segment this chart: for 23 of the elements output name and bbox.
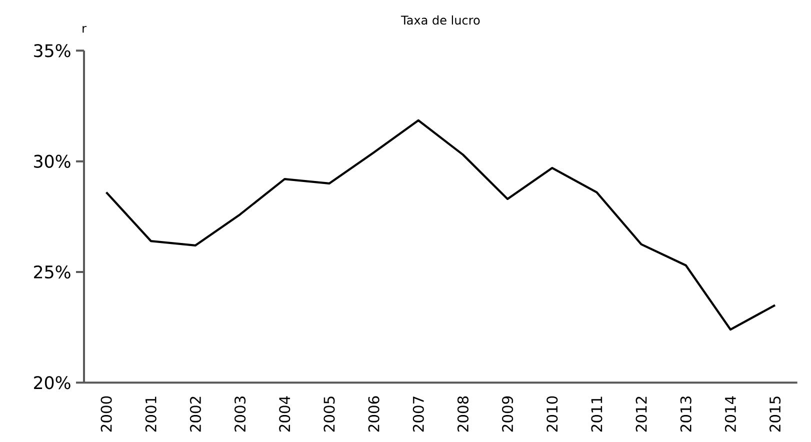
x-tick-label: 2006 bbox=[368, 396, 380, 432]
x-tick-label: 2010 bbox=[546, 396, 558, 432]
x-tick-label: 2007 bbox=[412, 396, 424, 432]
x-tick-label: 2011 bbox=[591, 396, 602, 432]
x-tick-label: 2013 bbox=[680, 396, 692, 432]
x-tick-label: 2008 bbox=[457, 396, 469, 432]
chart-title: Taxa de lucro bbox=[400, 15, 480, 25]
x-tick-label: 2009 bbox=[502, 396, 514, 432]
x-tick-label: 2005 bbox=[324, 396, 335, 432]
x-tick-label: 2001 bbox=[145, 396, 156, 432]
x-tick-label: 2003 bbox=[234, 396, 246, 432]
y-tick-label: 35% bbox=[34, 44, 70, 58]
x-tick-label: 2012 bbox=[636, 396, 647, 432]
y-tick-label: 30% bbox=[34, 154, 70, 168]
x-tick-label: 2002 bbox=[190, 396, 202, 432]
line-series bbox=[105, 119, 776, 331]
x-tick-label: 2000 bbox=[100, 396, 112, 432]
y-axis-title: r bbox=[82, 26, 86, 33]
x-tick-label: 2015 bbox=[770, 396, 781, 432]
x-tick-label: 2004 bbox=[279, 396, 290, 432]
y-tick-label: 20% bbox=[34, 376, 70, 390]
y-tick-label: 25% bbox=[34, 265, 70, 279]
x-tick-label: 2014 bbox=[724, 396, 736, 432]
